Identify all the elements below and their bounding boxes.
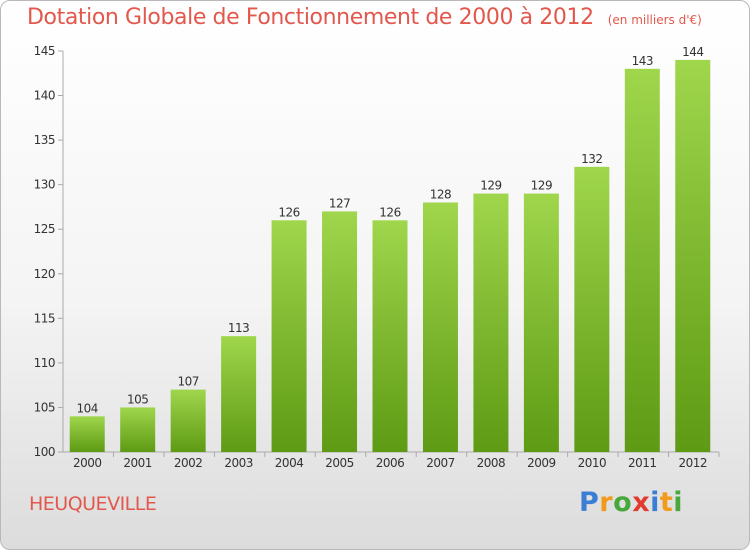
y-tick-label: 115 (34, 311, 55, 325)
value-label-2010: 132 (581, 152, 602, 166)
x-tick-label-2007: 2007 (426, 456, 455, 470)
x-tick-label-2005: 2005 (325, 456, 354, 470)
bar-2009 (523, 193, 559, 453)
value-label-2011: 143 (632, 54, 653, 68)
x-tick-label-2009: 2009 (527, 456, 556, 470)
value-label-2004: 126 (278, 205, 299, 219)
value-labels: 104 105 107 113 126 127 126 128 129 129 132 143 144 (77, 45, 704, 415)
value-label-2008: 129 (480, 179, 501, 193)
bar-2011 (624, 68, 660, 453)
y-tick-label: 105 (34, 400, 55, 414)
logo-letter: i (650, 487, 660, 518)
commune-name: HEUQUEVILLE (29, 493, 157, 515)
y-tick-label: 100 (34, 445, 55, 459)
bar-2008 (473, 193, 509, 453)
bar-2000 (69, 416, 105, 452)
proxiti-logo: Proxiti (579, 487, 683, 518)
logo-letter: t (659, 487, 674, 518)
axes: 100 105 110 115 120 125 130 135 140 145 2000 2001 20… (34, 44, 720, 470)
x-tick-label-2011: 2011 (628, 456, 657, 470)
bar-2004 (271, 220, 307, 452)
value-label-2007: 128 (430, 187, 451, 201)
x-tick-label-2001: 2001 (123, 456, 152, 470)
value-label-2009: 129 (531, 179, 552, 193)
value-label-2001: 105 (127, 392, 148, 406)
bar-2010 (574, 166, 610, 452)
x-tick-label-2002: 2002 (174, 456, 203, 470)
bar-2006 (372, 220, 408, 452)
logo-letter: i (673, 487, 684, 518)
x-tick-label-2008: 2008 (477, 456, 506, 470)
value-label-2002: 107 (177, 375, 198, 389)
y-tick-label: 120 (34, 267, 55, 281)
logo-letter: x (632, 487, 651, 518)
bar-2003 (221, 336, 257, 452)
chart-title: Dotation Globale de Fonctionnement de 20… (27, 5, 702, 30)
value-label-2003: 113 (228, 321, 249, 335)
value-label-2005: 127 (329, 196, 350, 210)
y-tick-label: 135 (34, 133, 55, 147)
x-tick-label-2000: 2000 (73, 456, 102, 470)
y-tick-label: 130 (34, 178, 55, 192)
chart-unit: (en milliers d'€) (607, 13, 702, 27)
chart-title-text: Dotation Globale de Fonctionnement de 20… (27, 5, 594, 30)
bar-2007 (422, 202, 458, 452)
y-tick-label: 145 (34, 44, 55, 58)
value-label-2012: 144 (682, 45, 703, 59)
x-tick-label-2010: 2010 (578, 456, 607, 470)
bar-2002 (170, 389, 206, 452)
logo-letter: P (579, 487, 600, 518)
value-label-2006: 126 (379, 205, 400, 219)
y-tick-label: 140 (34, 89, 55, 103)
logo-letter: r (599, 487, 614, 518)
x-tick-label-2004: 2004 (275, 456, 304, 470)
logo-letter: o (613, 487, 633, 518)
bar-2005 (322, 211, 358, 452)
bar-2012 (675, 59, 711, 453)
x-tick-label-2003: 2003 (224, 456, 253, 470)
bar-2001 (120, 407, 156, 452)
y-tick-label: 110 (34, 356, 55, 370)
x-tick-label-2006: 2006 (376, 456, 405, 470)
bars (69, 59, 711, 453)
value-label-2000: 104 (77, 401, 98, 415)
y-tick-label: 125 (34, 222, 55, 236)
x-tick-label-2012: 2012 (678, 456, 707, 470)
